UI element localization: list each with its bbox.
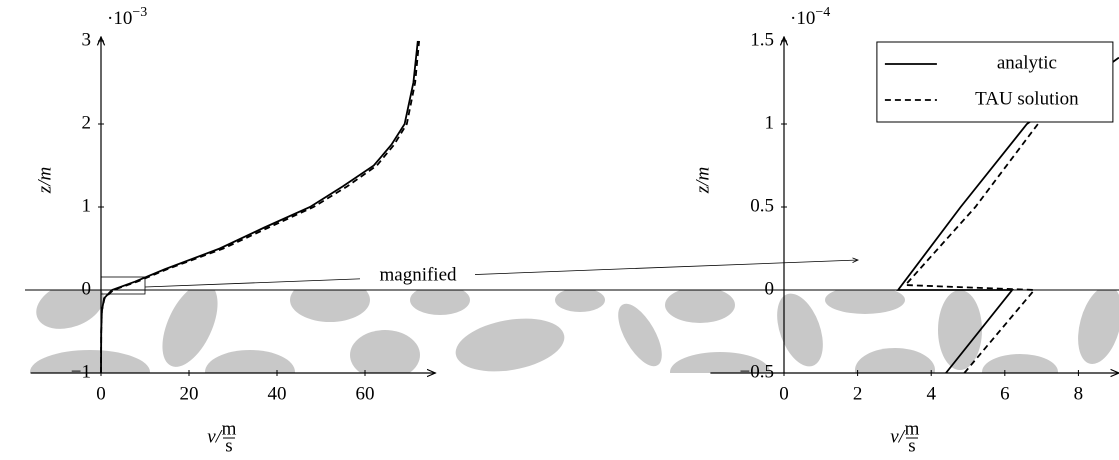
y-scale-base: ·10: [790, 8, 815, 29]
legend-label: analytic: [997, 52, 1057, 73]
x-tick-label: 60: [356, 383, 375, 404]
y-scale-exponent: −3: [132, 5, 147, 20]
y-tick-label: −1: [71, 361, 91, 382]
x-tick-label: 0: [96, 383, 106, 404]
magnify-arrow: [144, 260, 858, 288]
annotation-bg: [360, 262, 475, 288]
y-tick-label: 0.5: [750, 195, 774, 216]
y-tick-label: 1: [82, 195, 92, 216]
x-tick-label: 20: [180, 383, 199, 404]
series-line: [100, 40, 419, 374]
annotation: magnified: [379, 264, 457, 285]
y-tick-label: 0: [765, 278, 775, 299]
y-tick-label: 3: [82, 29, 92, 50]
legend-box: [876, 41, 1114, 123]
x-tick-label: 0: [779, 383, 789, 404]
x-tick-label: 4: [926, 383, 936, 404]
y-axis-label: z/m: [692, 167, 713, 194]
y-tick-label: 0: [82, 278, 92, 299]
y-scale-exponent: −4: [815, 5, 830, 20]
series-line: [100, 40, 421, 374]
y-tick-label: −0.5: [740, 361, 774, 382]
panel: 0 2 4 6 8−0.500.511.5·10−4v/msz/manalyticTAU…: [692, 5, 1119, 456]
magnify-box: [100, 276, 146, 295]
porous-medium: [30, 290, 1119, 373]
y-scale-base: ·10: [107, 8, 132, 29]
x-unit-num: m: [905, 418, 920, 439]
y-axis-label: z/m: [34, 167, 55, 194]
y-tick-label: 1.5: [750, 29, 774, 50]
y-tick-label: 1: [765, 112, 775, 133]
x-unit-den: s: [908, 435, 915, 456]
x-tick-label: 8: [1074, 383, 1084, 404]
x-axis-label: v/: [890, 426, 905, 447]
y-tick-label: 2: [82, 112, 92, 133]
x-tick-label: 40: [268, 383, 287, 404]
x-axis-label: v/: [207, 426, 222, 447]
y-scale: ·10−4: [790, 5, 830, 29]
x-unit-num: m: [222, 418, 237, 439]
y-scale: ·10−3: [107, 5, 147, 29]
x-unit-den: s: [225, 435, 232, 456]
x-tick-label: 2: [853, 383, 863, 404]
x-tick-label: 6: [1000, 383, 1010, 404]
legend-label: TAU solution: [975, 88, 1079, 109]
legend: analytic TAU solution: [876, 41, 1114, 123]
